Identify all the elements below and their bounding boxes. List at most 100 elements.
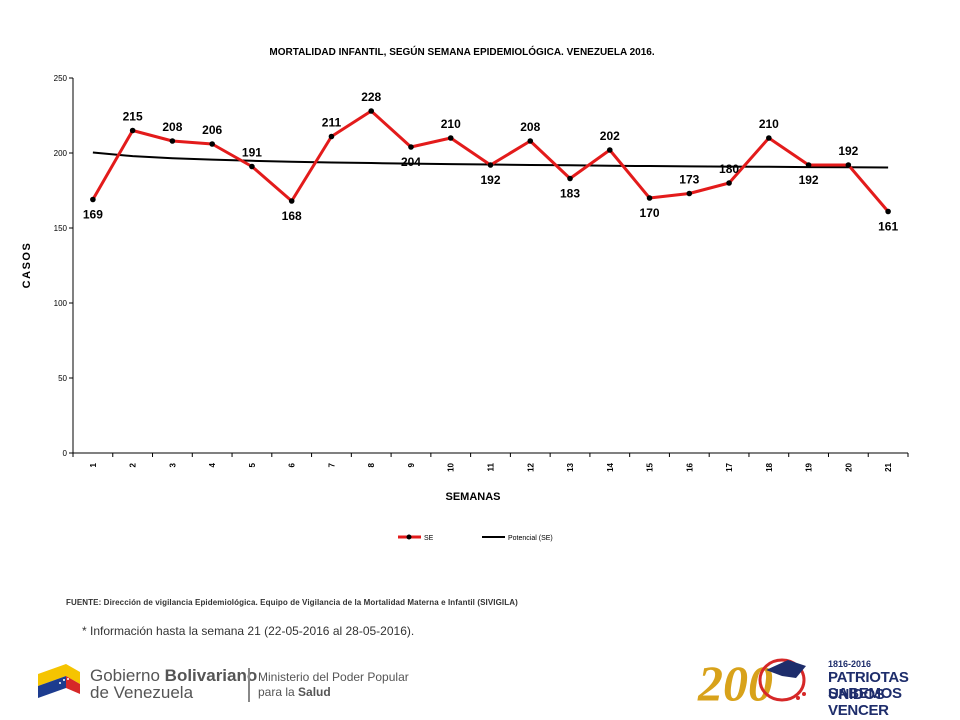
se-point	[249, 163, 255, 170]
gov-line1-b: Bolivariano	[164, 666, 258, 685]
footer	[0, 640, 960, 720]
se-point	[885, 208, 891, 215]
se-point	[646, 195, 653, 201]
se-data-label: 210	[441, 117, 461, 131]
se-point	[686, 190, 693, 197]
y-tick-label: 50	[58, 374, 67, 383]
se-data-label: 228	[361, 90, 381, 104]
y-axis-label: CASOS	[21, 242, 33, 289]
ministry-line2: para la Salud	[258, 685, 331, 699]
se-point	[527, 138, 534, 144]
se-data-label: 211	[322, 116, 342, 130]
slogan-line1: PATRIOTAS UNIDOS	[828, 669, 909, 703]
gov-logo-line1: Gobierno Bolivariano	[90, 666, 257, 686]
se-point	[447, 135, 454, 141]
legend-se-label: SE	[424, 535, 434, 542]
x-tick-label: 9	[407, 462, 416, 467]
se-point	[209, 141, 215, 147]
y-axis-ticks: 0 50 100 150 200 250	[54, 74, 73, 458]
se-point	[328, 133, 335, 140]
x-tick-label: 1	[89, 462, 98, 467]
x-tick-label: 2	[129, 462, 138, 467]
se-data-label: 169	[83, 208, 103, 222]
se-data-label: 161	[878, 220, 898, 234]
x-tick-label: 20	[844, 462, 853, 471]
x-tick-label: 4	[208, 462, 217, 467]
y-tick-label: 150	[54, 224, 68, 233]
ministry-line2-a: para la	[258, 685, 299, 699]
x-tick-label: 6	[288, 462, 297, 467]
slogan-line2: SABEMOS VENCER	[828, 685, 902, 719]
bicentennial-logo: 200	[697, 655, 806, 708]
se-data-label: 192	[799, 173, 819, 187]
y-tick-label: 250	[54, 74, 68, 83]
se-data-label: 192	[838, 144, 858, 158]
footer-separator	[248, 668, 250, 702]
gov-line1-a: Gobierno	[90, 666, 165, 685]
y-tick-label: 100	[54, 299, 68, 308]
legend-se-marker	[406, 534, 412, 540]
se-point	[606, 147, 613, 153]
bicentennial-years: 1816-2016	[828, 659, 872, 669]
se-point	[90, 196, 96, 203]
se-data-label: 183	[560, 187, 580, 201]
se-data-label: 191	[242, 146, 262, 160]
venezuela-flag-logo	[38, 664, 80, 698]
se-point	[129, 127, 136, 134]
chart-svg: MORTALIDAD INFANTIL, SEGÚN SEMANA EPIDEM…	[21, 45, 909, 542]
ministry-line2-b: Salud	[298, 685, 331, 699]
se-data-label: 208	[520, 120, 540, 134]
se-data-label: 192	[480, 173, 500, 187]
se-data-label: 208	[162, 120, 182, 134]
se-data-label: 180	[719, 162, 739, 176]
chart-title: MORTALIDAD INFANTIL, SEGÚN SEMANA EPIDEM…	[269, 45, 654, 58]
logo-number: 200	[697, 655, 773, 708]
footnote: * Información hasta la semana 21 (22-05-…	[82, 624, 415, 638]
x-tick-label: 7	[327, 462, 336, 467]
se-point	[805, 162, 812, 168]
x-tick-label: 13	[566, 462, 575, 471]
se-point	[368, 108, 375, 114]
ministry-line1: Ministerio del Poder Popular	[258, 670, 409, 684]
x-tick-label: 5	[248, 462, 257, 467]
se-point	[408, 144, 414, 150]
se-point	[169, 138, 176, 144]
axes	[72, 78, 908, 454]
x-tick-label: 3	[168, 462, 177, 467]
x-tick-label: 21	[884, 462, 893, 471]
gov-logo-line2: de Venezuela	[90, 683, 194, 702]
se-point	[567, 175, 573, 182]
x-tick-label: 16	[685, 462, 694, 471]
se-data-label: 215	[123, 110, 143, 124]
x-tick-label: 10	[447, 462, 456, 471]
se-data-label: 168	[282, 209, 302, 223]
y-tick-label: 200	[54, 149, 68, 158]
se-data-label: 202	[600, 129, 620, 143]
data-labels: 169 215 208 206 191 168 211 228 204 210 192 208 183 2…	[83, 90, 899, 234]
source-note: FUENTE: Dirección de vigilancia Epidemio…	[66, 598, 518, 607]
x-tick-label: 17	[725, 462, 734, 471]
x-axis-ticks: 1 2 3 4 5 6 7 8 9 10 11 12 13 14 15 16 17 18 19 20 21	[72, 453, 909, 472]
x-tick-label: 11	[487, 462, 496, 471]
se-point	[288, 198, 295, 204]
se-data-label: 204	[401, 155, 421, 169]
x-axis-label: SEMANAS	[445, 491, 500, 503]
x-tick-label: 14	[606, 462, 615, 471]
legend-trend-label: Potencial (SE)	[508, 535, 553, 542]
se-series	[90, 108, 891, 215]
se-point	[487, 162, 494, 168]
x-tick-label: 15	[646, 462, 655, 471]
se-data-label: 206	[202, 123, 222, 137]
se-point	[845, 162, 852, 168]
se-point	[726, 180, 732, 186]
y-tick-label: 0	[63, 449, 68, 458]
legend: SE Potencial (SE)	[398, 534, 553, 542]
x-tick-label: 12	[526, 462, 535, 471]
se-data-label: 173	[679, 173, 699, 187]
x-tick-label: 19	[805, 462, 814, 471]
x-tick-label: 18	[765, 462, 774, 471]
x-tick-label: 8	[367, 462, 376, 467]
se-data-label: 210	[759, 117, 779, 131]
se-data-label: 170	[640, 206, 660, 220]
se-point	[766, 135, 772, 141]
